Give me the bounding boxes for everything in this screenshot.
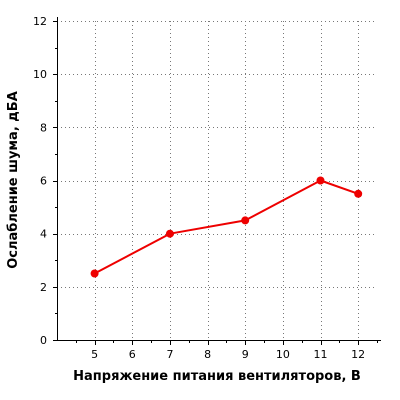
x-tick-label: 11 (314, 348, 328, 361)
y-tick-label: 12 (33, 15, 47, 28)
ticks: 0 2 4 6 8 10 12 5 6 7 8 9 10 11 12 (33, 15, 378, 361)
y-tick-label: 6 (40, 175, 47, 188)
y-axis-title: Ослабление шума, дБА (6, 91, 21, 269)
plot-area (57, 21, 377, 340)
y-tick-label: 2 (40, 281, 47, 294)
y-tick-label: 10 (33, 68, 47, 81)
x-tick-label: 6 (129, 348, 136, 361)
data-point (354, 189, 363, 198)
x-axis-title: Напряжение питания вентиляторов, В (73, 369, 361, 384)
x-tick-label: 9 (242, 348, 249, 361)
data-point (316, 176, 325, 185)
data-point (90, 269, 99, 278)
x-tick-label: 7 (166, 348, 173, 361)
x-tick-label: 5 (91, 348, 98, 361)
axes (57, 17, 381, 341)
data-point (241, 216, 250, 225)
y-tick-label: 0 (40, 334, 47, 347)
data-point (165, 229, 174, 238)
series-layer (90, 176, 363, 278)
x-tick-label: 8 (204, 348, 211, 361)
grid (57, 21, 377, 340)
y-tick-label: 4 (40, 228, 47, 241)
y-tick-label: 8 (40, 121, 47, 134)
x-tick-label: 10 (276, 348, 290, 361)
x-tick-label: 12 (351, 348, 365, 361)
